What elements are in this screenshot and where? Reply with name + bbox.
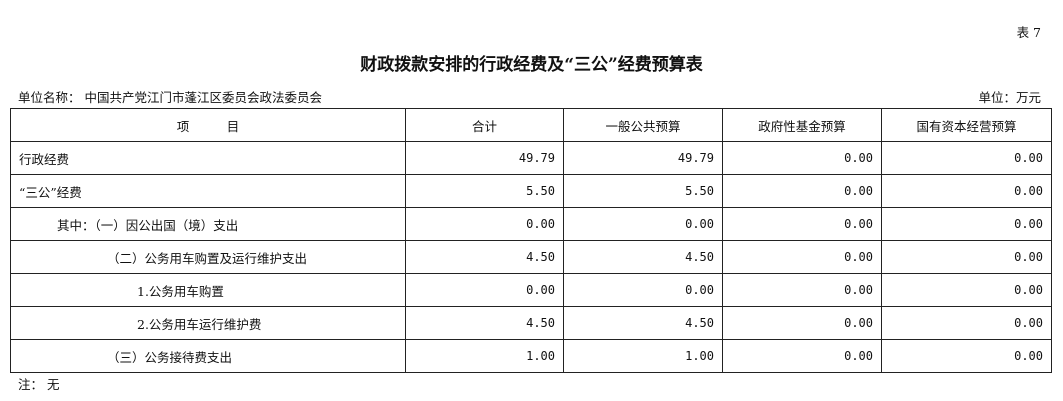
- row-value: 0.00: [722, 207, 882, 241]
- row-item: “三公”经费: [10, 174, 406, 208]
- row-value: 0.00: [722, 306, 882, 340]
- page-title: 财政拨款安排的行政经费及“三公”经费预算表: [360, 55, 703, 75]
- row-value: 4.50: [563, 306, 723, 340]
- currency-unit: 单位：万元: [978, 90, 1041, 105]
- row-value: 0.00: [881, 141, 1052, 175]
- table-row: 行政经费 49.79 49.79 0.00 0.00: [10, 141, 1052, 175]
- row-value: 4.50: [563, 240, 723, 274]
- table-row: 1.公务用车购置 0.00 0.00 0.00 0.00: [10, 273, 1052, 307]
- table-row: 其中：（一）因公出国（境）支出 0.00 0.00 0.00 0.00: [10, 207, 1052, 241]
- budget-table: 项 目 合计 一般公共预算 政府性基金预算 国有资本经营预算 行政经费 49.79…: [10, 108, 1052, 373]
- row-item: 1.公务用车购置: [10, 273, 406, 307]
- row-value: 4.50: [405, 240, 564, 274]
- table-row: “三公”经费 5.50 5.50 0.00 0.00: [10, 174, 1052, 208]
- note: 注： 无: [18, 377, 60, 392]
- row-item: （二）公务用车购置及运行维护支出: [10, 240, 406, 274]
- row-value: 0.00: [563, 207, 723, 241]
- row-value: 1.00: [405, 339, 564, 373]
- row-value: 0.00: [881, 207, 1052, 241]
- row-value: 0.00: [722, 240, 882, 274]
- table-number: 表 7: [1016, 25, 1041, 40]
- table-row: （三）公务接待费支出 1.00 1.00 0.00 0.00: [10, 339, 1052, 373]
- row-value: 1.00: [563, 339, 723, 373]
- header-general-budget: 一般公共预算: [563, 108, 723, 142]
- row-value: 4.50: [405, 306, 564, 340]
- row-value: 0.00: [563, 273, 723, 307]
- header-state-capital-budget: 国有资本经营预算: [881, 108, 1052, 142]
- header-item: 项 目: [10, 108, 406, 142]
- row-item: 其中：（一）因公出国（境）支出: [10, 207, 406, 241]
- row-value: 0.00: [722, 141, 882, 175]
- row-value: 0.00: [405, 273, 564, 307]
- row-value: 5.50: [563, 174, 723, 208]
- unit-name: 单位名称： 中国共产党江门市蓬江区委员会政法委员会: [18, 90, 322, 105]
- row-value: 0.00: [881, 174, 1052, 208]
- table-row: 2.公务用车运行维护费 4.50 4.50 0.00 0.00: [10, 306, 1052, 340]
- row-value: 49.79: [405, 141, 564, 175]
- row-value: 0.00: [722, 339, 882, 373]
- table-header-row: 项 目 合计 一般公共预算 政府性基金预算 国有资本经营预算: [10, 108, 1052, 142]
- row-value: 5.50: [405, 174, 564, 208]
- row-item: 2.公务用车运行维护费: [10, 306, 406, 340]
- header-total: 合计: [405, 108, 564, 142]
- row-value: 0.00: [405, 207, 564, 241]
- row-item: 行政经费: [10, 141, 406, 175]
- row-item: （三）公务接待费支出: [10, 339, 406, 373]
- row-value: 0.00: [722, 273, 882, 307]
- row-value: 0.00: [881, 306, 1052, 340]
- row-value: 49.79: [563, 141, 723, 175]
- row-value: 0.00: [722, 174, 882, 208]
- row-value: 0.00: [881, 339, 1052, 373]
- table-row: （二）公务用车购置及运行维护支出 4.50 4.50 0.00 0.00: [10, 240, 1052, 274]
- header-fund-budget: 政府性基金预算: [722, 108, 882, 142]
- row-value: 0.00: [881, 273, 1052, 307]
- row-value: 0.00: [881, 240, 1052, 274]
